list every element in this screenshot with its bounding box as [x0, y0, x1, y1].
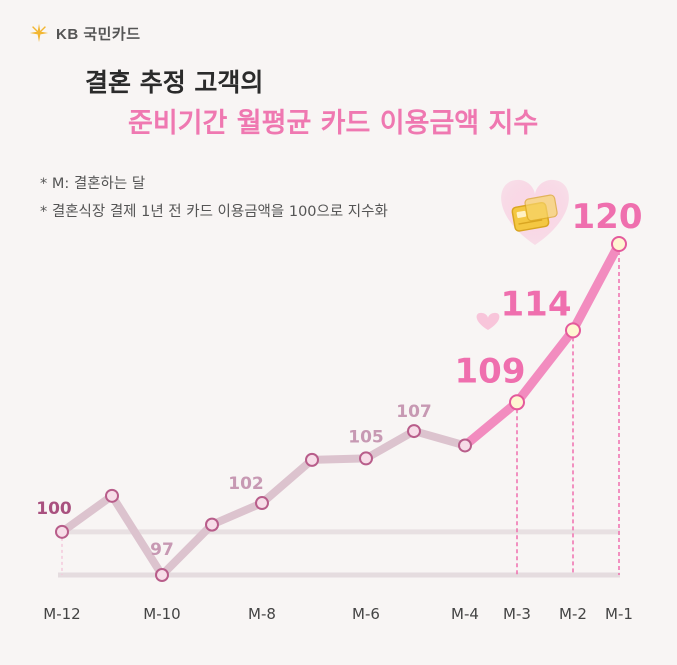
data-point — [359, 451, 373, 466]
data-point — [611, 236, 627, 252]
data-label: 97 — [150, 540, 174, 560]
x-tick-label: M-4 — [451, 605, 479, 623]
data-label: 109 — [455, 351, 526, 391]
data-point — [55, 524, 69, 539]
note-m-definition: * M: 결혼하는 달 — [40, 176, 146, 192]
data-label: 107 — [396, 402, 432, 422]
data-point — [407, 424, 421, 439]
heart-icon — [476, 312, 500, 330]
data-point — [565, 322, 581, 339]
data-label: 114 — [501, 284, 572, 324]
data-label: 100 — [36, 499, 72, 519]
data-point — [458, 438, 472, 453]
credit-card-icon — [511, 194, 558, 232]
data-label: 120 — [572, 197, 643, 237]
x-tick-label: M-1 — [605, 605, 633, 623]
data-point — [509, 394, 525, 411]
data-label: 105 — [348, 427, 384, 447]
data-point — [155, 568, 169, 582]
data-point — [305, 452, 319, 467]
x-tick-label: M-6 — [352, 605, 380, 623]
kb-star-icon — [29, 23, 49, 43]
page-title-line1: 결혼 추정 고객의 — [85, 68, 264, 97]
page-title-line2: 준비기간 월평균 카드 이용금액 지수 — [128, 108, 539, 139]
brand-logo: KB 국민카드 — [28, 22, 141, 44]
x-tick-label: M-10 — [143, 605, 180, 623]
data-point — [105, 488, 119, 503]
x-tick-label: M-12 — [43, 605, 80, 623]
x-tick-label: M-2 — [559, 605, 587, 623]
data-point — [255, 496, 269, 511]
series-line-highlight — [460, 239, 624, 450]
x-tick-label: M-8 — [248, 605, 276, 623]
data-point — [205, 517, 219, 532]
note-index-base: * 결혼식장 결제 1년 전 카드 이용금액을 100으로 지수화 — [40, 204, 388, 220]
brand-name: KB 국민카드 — [56, 25, 141, 43]
data-label: 102 — [228, 474, 264, 494]
x-tick-label: M-3 — [503, 605, 531, 623]
